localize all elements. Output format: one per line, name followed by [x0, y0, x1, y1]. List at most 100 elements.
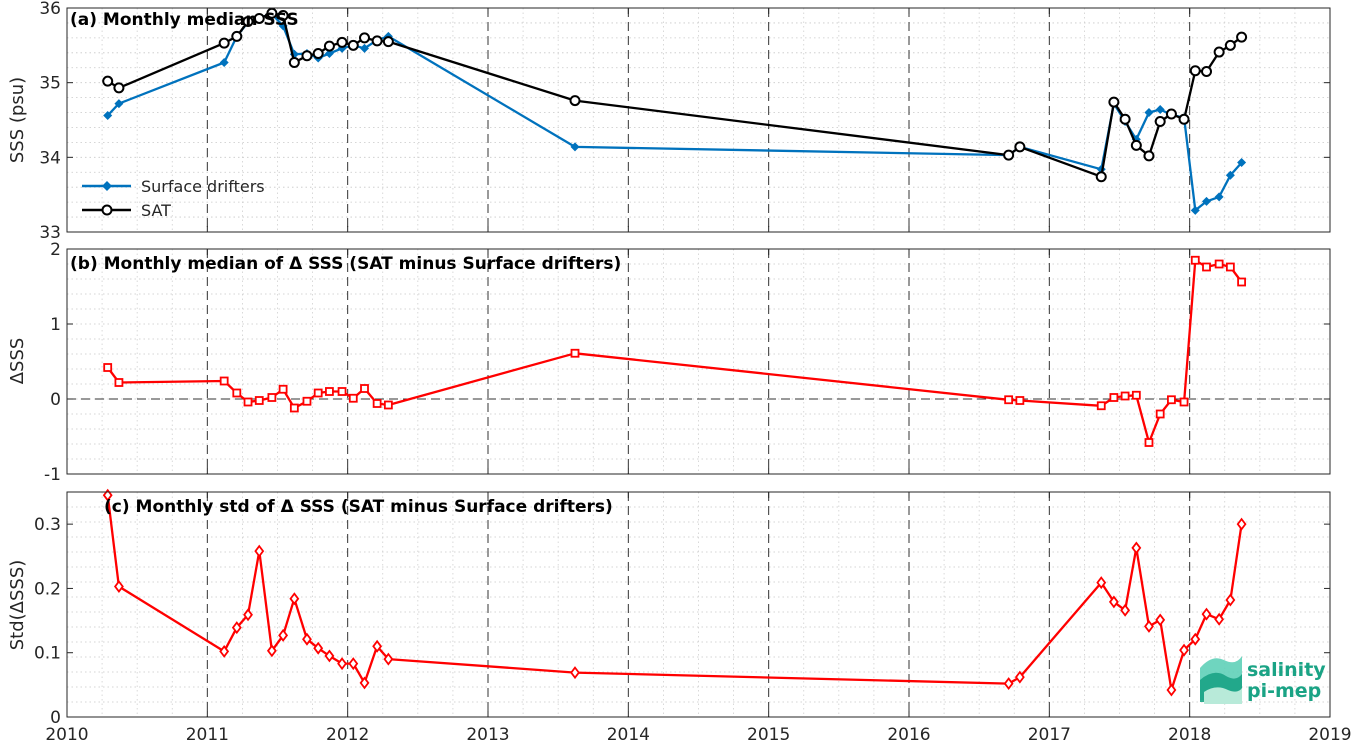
data-point: [1120, 391, 1130, 401]
data-point: [103, 111, 113, 121]
wave-logo-icon: [1200, 656, 1242, 704]
data-point: [1224, 39, 1236, 51]
ytick-label: -1: [44, 465, 61, 485]
data-point: [278, 384, 288, 394]
data-point: [242, 15, 254, 27]
ytick-label: 0.2: [34, 579, 61, 599]
panel-b-series: [103, 255, 1246, 447]
data-point: [1015, 396, 1025, 405]
xtick-label: 2017: [1028, 725, 1071, 745]
panel-c-std-delta-sss: 00.10.20.3 2010 2011 2012 2013 2014 2015 2016 2…: [7, 488, 1352, 745]
data-point: [1225, 593, 1236, 607]
data-point: [348, 657, 359, 671]
legend-sat: SAT: [141, 201, 171, 220]
salinity-pi-mep-logo: salinity pi-mep: [1200, 656, 1326, 704]
data-point: [336, 36, 348, 48]
data-point: [219, 58, 229, 68]
data-point: [1154, 115, 1166, 127]
data-point: [1003, 149, 1015, 161]
data-point: [1178, 113, 1190, 125]
data-point: [277, 9, 289, 21]
data-point: [371, 35, 383, 47]
data-point: [289, 403, 299, 413]
xtick-label: 2014: [607, 725, 650, 745]
data-point: [1095, 171, 1107, 183]
data-point: [1143, 150, 1155, 162]
data-point: [102, 488, 113, 502]
data-point: [1130, 139, 1142, 151]
panel-b-year-lines: [66, 249, 1331, 474]
data-point: [231, 30, 243, 42]
data-point: [267, 393, 277, 402]
xtick-label: 2015: [747, 725, 790, 745]
data-point: [1236, 517, 1247, 531]
data-point: [1120, 603, 1131, 617]
data-point: [337, 657, 347, 671]
data-point: [114, 378, 124, 387]
xtick-label: 2012: [326, 725, 369, 745]
panel-a-ylabel: SSS (psu): [7, 77, 28, 163]
data-point: [1214, 259, 1224, 269]
data-point: [254, 544, 265, 558]
data-point: [1190, 632, 1201, 646]
data-point: [383, 652, 394, 666]
legend: Surface drifters SAT: [82, 177, 265, 220]
panel-b-yticks: -1 0 1 2: [44, 240, 1330, 485]
data-point: [313, 388, 323, 398]
data-point: [324, 49, 334, 59]
data-point: [243, 397, 253, 407]
ytick-label: 2: [50, 240, 61, 260]
data-point: [1214, 192, 1224, 202]
logo-line2: pi-mep: [1247, 680, 1321, 702]
data-point: [1225, 170, 1235, 180]
legend-surface-drifters: Surface drifters: [141, 177, 265, 196]
xtick-label: 2018: [1168, 725, 1211, 745]
data-point: [1004, 395, 1014, 405]
panel-b-ylabel: ΔSSS: [7, 338, 28, 385]
xtick-label: 2011: [186, 725, 229, 745]
data-point: [570, 666, 580, 680]
xtick-label: 2016: [887, 725, 930, 745]
data-point: [323, 40, 335, 52]
data-point: [348, 393, 358, 403]
panel-b-title: (b) Monthly median of Δ SSS (SAT minus S…: [70, 254, 621, 274]
data-point: [1096, 576, 1107, 590]
data-point: [1179, 643, 1189, 657]
data-point: [301, 50, 313, 62]
data-point: [1190, 255, 1200, 265]
data-point: [1237, 158, 1247, 168]
panel-a-grid: [67, 8, 1330, 232]
ytick-label: 36: [39, 0, 61, 19]
data-point: [312, 48, 324, 60]
data-point: [1131, 541, 1142, 555]
data-point: [218, 37, 230, 49]
xtick-label: 2010: [45, 725, 88, 745]
data-point: [372, 639, 383, 653]
data-point: [1214, 612, 1225, 626]
data-point: [231, 621, 242, 635]
data-point: [243, 608, 253, 622]
panel-c-yticks: 0 0.1 0.2 0.3: [34, 515, 1330, 728]
data-point: [383, 400, 393, 410]
data-point: [1108, 96, 1120, 108]
data-point: [347, 39, 359, 51]
data-point: [1155, 409, 1165, 419]
data-point: [254, 396, 264, 405]
data-point: [302, 396, 312, 406]
data-point: [1202, 196, 1212, 206]
ytick-label: 0: [50, 390, 61, 410]
data-point: [232, 388, 242, 398]
data-point: [1237, 277, 1246, 287]
data-point: [103, 363, 113, 372]
data-point: [266, 7, 278, 19]
data-point: [1144, 619, 1154, 633]
data-point: [113, 580, 124, 593]
data-point: [253, 12, 265, 24]
panel-b-median-delta-sss: -1 0 1 2 ΔSSS (b) Monthly median of Δ SSS (…: [7, 240, 1331, 485]
data-point: [1179, 397, 1189, 407]
data-point: [278, 628, 289, 642]
data-point: [219, 376, 229, 386]
data-point: [359, 676, 370, 690]
panel-c-ylabel: Std(ΔSSS): [7, 560, 28, 651]
